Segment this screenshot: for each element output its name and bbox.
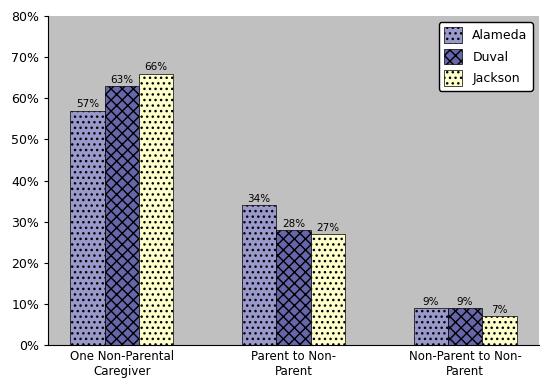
Bar — [311, 234, 345, 345]
Text: 9%: 9% — [422, 297, 439, 307]
Text: 28%: 28% — [282, 219, 305, 229]
Bar — [414, 308, 448, 345]
Legend: Alameda, Duval, Jackson: Alameda, Duval, Jackson — [438, 22, 532, 91]
Text: 63%: 63% — [111, 75, 134, 85]
Text: 9%: 9% — [457, 297, 474, 307]
Bar — [104, 86, 139, 345]
Bar — [448, 308, 482, 345]
Bar — [139, 74, 173, 345]
Text: 27%: 27% — [316, 223, 339, 233]
Text: 7%: 7% — [491, 305, 508, 315]
Bar — [70, 111, 104, 345]
Text: 57%: 57% — [76, 100, 99, 109]
Bar — [276, 230, 311, 345]
Text: 34%: 34% — [248, 194, 271, 204]
Bar — [482, 316, 516, 345]
Bar — [242, 205, 276, 345]
Text: 66%: 66% — [145, 63, 168, 72]
